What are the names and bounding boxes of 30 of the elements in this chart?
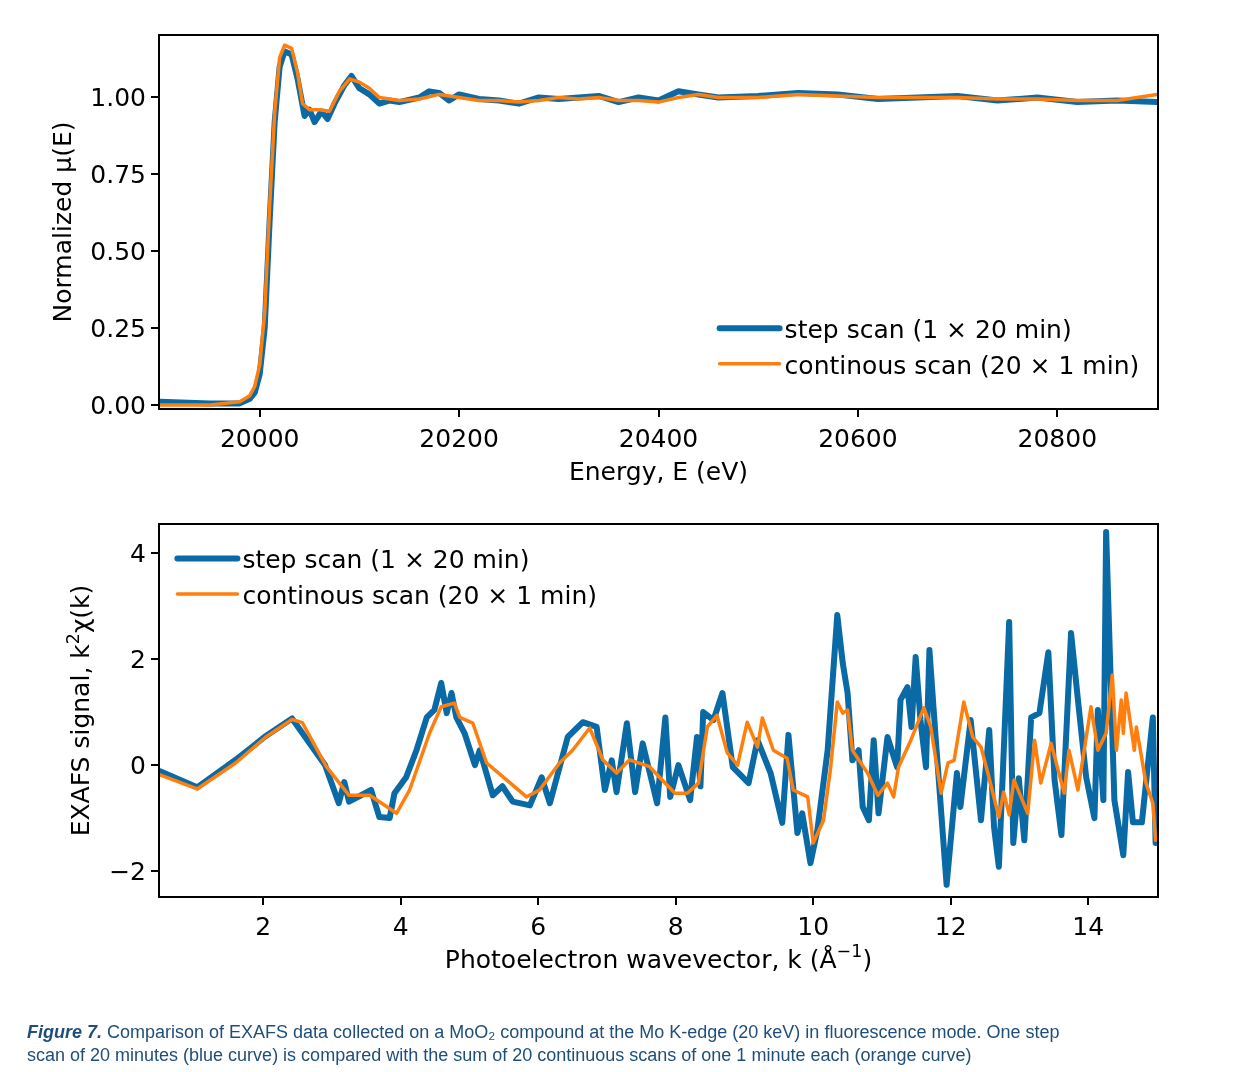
x-tick-label: 20600: [818, 424, 898, 453]
y-tick-label: 4: [130, 538, 146, 568]
y-tick-label: 1.00: [90, 83, 146, 113]
x-tick-label: 20400: [618, 424, 699, 453]
x-tick-label: 12: [934, 912, 967, 941]
x-tick-label: 14: [1072, 912, 1105, 941]
y-tick-label: 0.00: [90, 390, 146, 420]
y-tick-label: −2: [109, 856, 146, 886]
y-tick-label: 0.50: [90, 236, 146, 266]
y-axis-title: Normalized μ(E): [47, 121, 77, 323]
y-tick-label: 0.25: [90, 313, 146, 343]
x-tick-label: 8: [667, 912, 684, 941]
legend-label: step scan (1 × 20 min): [242, 545, 530, 575]
legend-label: step scan (1 × 20 min): [784, 315, 1072, 345]
y-tick-label: 0.75: [90, 160, 146, 190]
x-tick-label: 2: [255, 912, 272, 941]
x-axis-title: Photoelectron wavevector, k (Å$^{−1}$): [444, 941, 873, 974]
x-tick-label: 6: [530, 912, 547, 941]
x-tick-label: 20000: [219, 424, 300, 453]
caption: Figure 7. Comparison of EXAFS data collected on a MoO₂ compound at the Mo K-edge (20 keV) in fluorescence mode. One step scan of 20 minutes (blue curve) is compared with the sum of 20 continuous scans of one 1 minute each (orange curve): [27, 1022, 1060, 1066]
x-tick-label: 20800: [1017, 424, 1098, 453]
x-tick-label: 10: [797, 912, 830, 941]
y-tick-label: 0: [130, 750, 146, 780]
y-tick-label: 2: [130, 644, 146, 674]
legend-label: continous scan (20 × 1 min): [784, 350, 1140, 380]
legend-label: continous scan (20 × 1 min): [242, 580, 598, 610]
line-series: [160, 673, 1157, 845]
x-axis-title: Energy, E (eV): [568, 456, 749, 486]
x-tick-label: 20200: [419, 424, 499, 453]
x-tick-label: 4: [392, 912, 409, 941]
